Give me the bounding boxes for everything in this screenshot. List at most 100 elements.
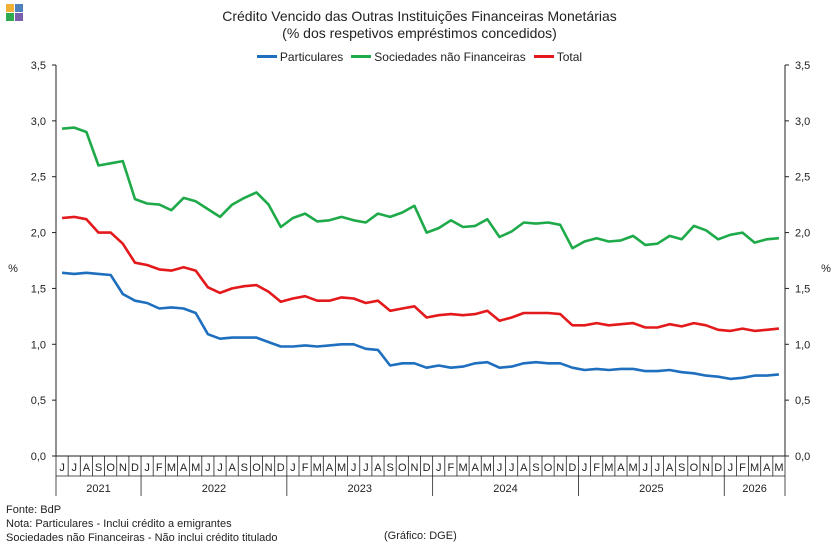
y-tick-label-right: 2,5 [795, 172, 810, 184]
x-tick-label: M [191, 462, 200, 474]
x-tick-label: N [556, 462, 564, 474]
x-tick-label: S [532, 462, 539, 474]
x-tick-label: J [59, 462, 65, 474]
y-tick-label-right: 0,0 [795, 451, 810, 463]
x-tick-label: N [119, 462, 127, 474]
x-year-label: 2021 [86, 483, 110, 495]
x-tick-label: J [497, 462, 503, 474]
chart-title-line1: Crédito Vencido das Outras Instituições … [222, 8, 617, 24]
y-tick-label-left: 0,0 [31, 451, 46, 463]
y-tick-label-left: 2,0 [31, 228, 46, 240]
footer-note-2: Sociedades não Financeiras - Não inclui … [6, 532, 278, 544]
x-tick-label: A [666, 462, 674, 474]
x-tick-label: J [509, 462, 515, 474]
x-tick-label: S [95, 462, 102, 474]
x-year-label: 2023 [348, 483, 372, 495]
y-axis-label-right: % [821, 263, 831, 275]
x-tick-label: J [582, 462, 588, 474]
chart-subtitle: (% dos respetivos empréstimos concedidos… [282, 25, 557, 41]
x-tick-label: F [302, 462, 309, 474]
x-tick-label: J [205, 462, 211, 474]
x-tick-label: J [217, 462, 223, 474]
y-tick-label-right: 3,5 [795, 60, 810, 72]
x-tick-label: J [351, 462, 357, 474]
chart-title: Crédito Vencido das Outras Instituições … [0, 8, 839, 42]
y-tick-label-right: 1,0 [795, 339, 810, 351]
legend-swatch [256, 55, 277, 58]
x-tick-label: F [448, 462, 455, 474]
x-tick-label: O [544, 462, 553, 474]
x-tick-label: A [374, 462, 382, 474]
legend-item: Total [533, 49, 583, 64]
y-tick-label-left: 1,5 [31, 283, 46, 295]
x-tick-label: A [229, 462, 237, 474]
x-year-label: 2025 [639, 483, 663, 495]
y-tick-label-left: 3,5 [31, 60, 46, 72]
y-tick-label-right: 3,0 [795, 116, 810, 128]
x-tick-label: O [690, 462, 699, 474]
x-tick-label: J [728, 462, 734, 474]
footer-credit: (Gráfico: DGE) [384, 530, 457, 542]
y-tick-label-right: 0,5 [795, 395, 810, 407]
x-tick-label: J [144, 462, 150, 474]
x-tick-label: J [655, 462, 661, 474]
x-tick-label: A [83, 462, 91, 474]
x-tick-label: J [436, 462, 442, 474]
x-tick-label: S [386, 462, 393, 474]
x-tick-label: S [678, 462, 685, 474]
legend-swatch [533, 55, 554, 58]
logo-square-4 [15, 13, 23, 21]
x-tick-label: F [593, 462, 600, 474]
x-tick-label: A [180, 462, 188, 474]
x-tick-label: D [131, 462, 139, 474]
logo-square-2 [15, 4, 23, 12]
x-tick-label: N [702, 462, 710, 474]
x-tick-label: A [520, 462, 528, 474]
legend-label: Total [556, 49, 583, 64]
x-tick-label: M [750, 462, 759, 474]
y-tick-label-left: 3,0 [31, 116, 46, 128]
x-tick-label: M [337, 462, 346, 474]
series-line [61, 126, 780, 250]
legend-label: Particulares [279, 49, 344, 64]
chart-footer: Fonte: BdP Nota: Particulares - Inclui c… [6, 503, 278, 545]
series-line [61, 271, 780, 381]
x-tick-label: F [739, 462, 746, 474]
footer-note-1: Nota: Particulares - Inclui crédito a em… [6, 518, 232, 530]
chart-legend: Particulares Sociedades não Financeiras To… [0, 47, 839, 64]
y-tick-label-right: 2,0 [795, 228, 810, 240]
logo [6, 4, 24, 22]
x-tick-label: S [241, 462, 248, 474]
legend-item: Sociedades não Financeiras [351, 50, 526, 64]
x-tick-label: D [423, 462, 431, 474]
x-year-label: 2022 [202, 483, 226, 495]
logo-square-3 [6, 13, 14, 21]
x-year-label: 2024 [493, 483, 517, 495]
x-tick-label: N [410, 462, 418, 474]
x-tick-label: J [290, 462, 296, 474]
legend-swatch [351, 55, 372, 58]
x-tick-label: F [156, 462, 163, 474]
x-tick-label: A [326, 462, 334, 474]
y-tick-label-left: 2,5 [31, 172, 46, 184]
y-tick-label-left: 1,0 [31, 339, 46, 351]
y-axis-label-left: % [8, 263, 18, 275]
logo-square-1 [6, 4, 14, 12]
x-tick-label: M [483, 462, 492, 474]
series-line [61, 215, 780, 333]
x-tick-label: J [71, 462, 77, 474]
x-tick-label: M [774, 462, 783, 474]
x-tick-label: O [106, 462, 115, 474]
x-tick-label: D [568, 462, 576, 474]
x-tick-label: J [363, 462, 369, 474]
x-tick-label: M [604, 462, 613, 474]
x-tick-label: A [472, 462, 480, 474]
x-tick-label: A [617, 462, 625, 474]
x-tick-label: D [277, 462, 285, 474]
x-tick-label: O [252, 462, 261, 474]
x-tick-label: D [714, 462, 722, 474]
x-tick-label: M [458, 462, 467, 474]
x-tick-label: M [167, 462, 176, 474]
x-tick-label: N [265, 462, 273, 474]
